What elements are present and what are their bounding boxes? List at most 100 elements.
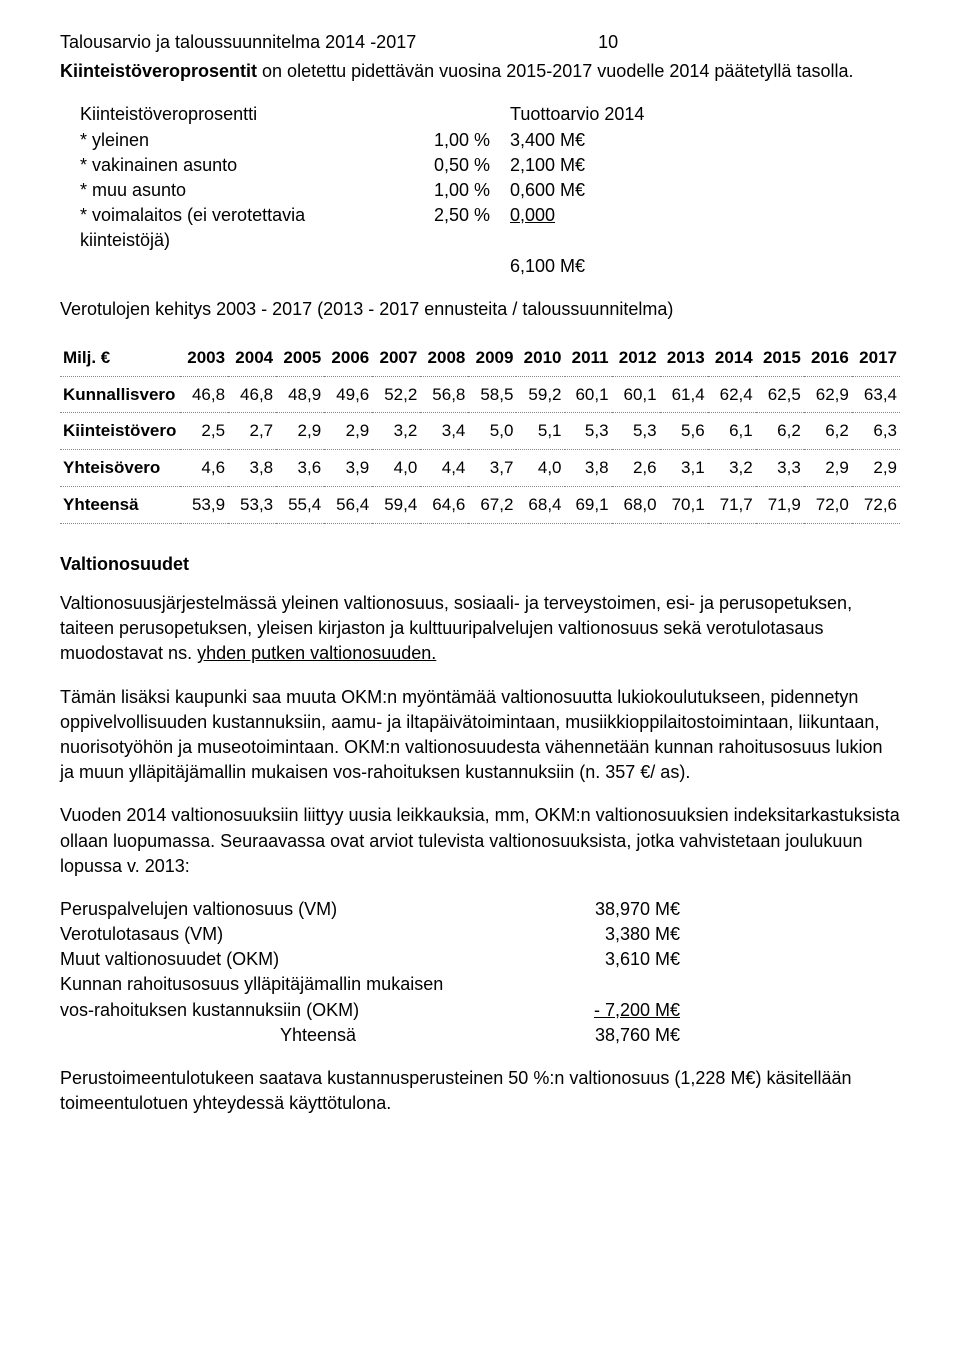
table-header-cell: 2017: [852, 340, 900, 376]
table-cell: 53,3: [228, 487, 276, 524]
table-cell: 3,4: [420, 413, 468, 450]
table-cell: 3,9: [324, 450, 372, 487]
table-cell: 53,9: [180, 487, 228, 524]
table-cell: 5,0: [468, 413, 516, 450]
table-cell: 59,2: [516, 376, 564, 413]
vo-value: 38,970 M€: [530, 897, 680, 922]
table-cell: 5,6: [660, 413, 708, 450]
table-cell: 55,4: [276, 487, 324, 524]
tax-row: * vakinainen asunto0,50 %2,100 M€: [80, 153, 900, 178]
table-cell: 61,4: [660, 376, 708, 413]
table-header-cell: 2014: [708, 340, 756, 376]
vo-value: - 7,200 M€: [530, 998, 680, 1023]
p1-text: Valtionosuusjärjestelmässä yleinen valti…: [60, 593, 852, 663]
tax-label: * vakinainen asunto: [80, 153, 400, 178]
table-cell: 2,5: [180, 413, 228, 450]
tax-label: * yleinen: [80, 128, 400, 153]
table-header-cell: 2016: [804, 340, 852, 376]
document-header: Talousarvio ja taloussuunnitelma 2014 -2…: [60, 30, 900, 55]
intro-rest: on oletettu pidettävän vuosina 2015-2017…: [257, 61, 853, 81]
table-cell: 58,5: [468, 376, 516, 413]
table-cell: 2,7: [228, 413, 276, 450]
valtionosuudet-p4: Perustoimeentulotukeen saatava kustannus…: [60, 1066, 900, 1116]
vo-label: Peruspalvelujen valtionosuus (VM): [60, 897, 530, 922]
vo-label: Kunnan rahoitusosuus ylläpitäjämallin mu…: [60, 972, 530, 997]
tax-amt: 0,600 M€: [510, 178, 680, 203]
vo-total-value: 38,760 M€: [530, 1023, 680, 1048]
table-cell: 62,4: [708, 376, 756, 413]
tax-percentage-block: Kiinteistöveroprosentti Tuottoarvio 2014…: [80, 102, 900, 278]
tax-pct: 0,50 %: [400, 153, 510, 178]
valtionosuudet-p2: Tämän lisäksi kaupunki saa muuta OKM:n m…: [60, 685, 900, 786]
tax-amt: 2,100 M€: [510, 153, 680, 178]
table-header-cell: 2007: [372, 340, 420, 376]
table-cell: 3,2: [708, 450, 756, 487]
tax-header-spacer: [400, 102, 510, 127]
table-cell: 6,1: [708, 413, 756, 450]
tax-label: * voimalaitos (ei verotettavia kiinteist…: [80, 203, 400, 253]
table-header-cell: 2008: [420, 340, 468, 376]
table-cell: 3,8: [565, 450, 612, 487]
valtionosuudet-heading: Valtionosuudet: [60, 552, 900, 577]
vo-row: Verotulotasaus (VM)3,380 M€: [60, 922, 900, 947]
table-cell: 4,0: [372, 450, 420, 487]
table-cell: 63,4: [852, 376, 900, 413]
tax-revenue-table: Milj. €200320042005200620072008200920102…: [60, 340, 900, 524]
table-cell: 71,9: [756, 487, 804, 524]
tax-amt: 0,000: [510, 203, 680, 253]
table-cell: 72,0: [804, 487, 852, 524]
table-header-cell: 2003: [180, 340, 228, 376]
valtionosuudet-p1: Valtionosuusjärjestelmässä yleinen valti…: [60, 591, 900, 667]
tax-total-value: 6,100 M€: [510, 254, 680, 279]
table-header-cell: 2015: [756, 340, 804, 376]
table-cell: 72,6: [852, 487, 900, 524]
document-title: Talousarvio ja taloussuunnitelma 2014 -2…: [60, 30, 416, 55]
vo-row: vos-rahoituksen kustannuksiin (OKM)- 7,2…: [60, 998, 900, 1023]
table-header-row: Milj. €200320042005200620072008200920102…: [60, 340, 900, 376]
vo-total-row: Yhteensä 38,760 M€: [60, 1023, 900, 1048]
table-cell: 70,1: [660, 487, 708, 524]
tax-header-left: Kiinteistöveroprosentti: [80, 102, 400, 127]
table-cell: 49,6: [324, 376, 372, 413]
vo-label: Muut valtionosuudet (OKM): [60, 947, 530, 972]
tax-row: * voimalaitos (ei verotettavia kiinteist…: [80, 203, 900, 253]
tax-amt: 3,400 M€: [510, 128, 680, 153]
table-cell: 46,8: [180, 376, 228, 413]
table-cell: 71,7: [708, 487, 756, 524]
tax-total-spacer1: [80, 254, 400, 279]
table-cell: 2,9: [324, 413, 372, 450]
table-cell: 48,9: [276, 376, 324, 413]
table-cell: Yhteisövero: [60, 450, 180, 487]
table-cell: 5,3: [565, 413, 612, 450]
tax-label: * muu asunto: [80, 178, 400, 203]
table-cell: Yhteensä: [60, 487, 180, 524]
table-cell: Kunnallisvero: [60, 376, 180, 413]
tax-header-row: Kiinteistöveroprosentti Tuottoarvio 2014: [80, 102, 900, 127]
table-cell: 5,3: [612, 413, 660, 450]
table-header-cell: Milj. €: [60, 340, 180, 376]
vo-total-label: Yhteensä: [60, 1023, 530, 1048]
table-cell: 62,5: [756, 376, 804, 413]
table-header-cell: 2005: [276, 340, 324, 376]
page-number: 10: [598, 30, 618, 55]
tax-row: * muu asunto1,00 %0,600 M€: [80, 178, 900, 203]
table-cell: 52,2: [372, 376, 420, 413]
table-row: Kunnallisvero46,846,848,949,652,256,858,…: [60, 376, 900, 413]
table-cell: 6,2: [756, 413, 804, 450]
tax-pct: 1,00 %: [400, 128, 510, 153]
intro-bold: Kiinteistöveroprosentit: [60, 61, 257, 81]
tax-total-spacer2: [400, 254, 510, 279]
table-cell: 60,1: [565, 376, 612, 413]
vo-label: vos-rahoituksen kustannuksiin (OKM): [60, 998, 530, 1023]
table-row: Yhteisövero4,63,83,63,94,04,43,74,03,82,…: [60, 450, 900, 487]
tax-total-row: 6,100 M€: [80, 254, 900, 279]
table-cell: Kiinteistövero: [60, 413, 180, 450]
tax-pct: 1,00 %: [400, 178, 510, 203]
vo-label: Verotulotasaus (VM): [60, 922, 530, 947]
table-cell: 6,3: [852, 413, 900, 450]
table-header-cell: 2009: [468, 340, 516, 376]
vo-value: 3,610 M€: [530, 947, 680, 972]
tax-pct: 2,50 %: [400, 203, 510, 253]
table-cell: 69,1: [565, 487, 612, 524]
growth-line: Verotulojen kehitys 2003 - 2017 (2013 - …: [60, 297, 900, 322]
